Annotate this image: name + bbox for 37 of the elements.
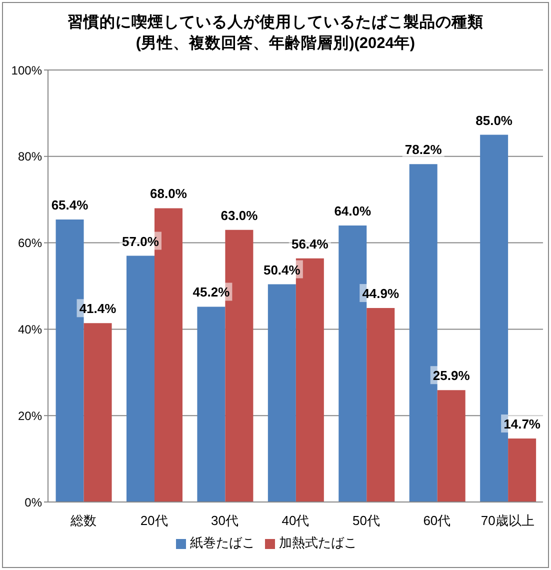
data-label: 65.4% bbox=[51, 197, 89, 212]
y-tick-label: 100% bbox=[11, 63, 42, 78]
data-label: 41.4% bbox=[79, 301, 117, 316]
bar bbox=[268, 284, 296, 502]
bar bbox=[437, 390, 466, 502]
data-label: 56.4% bbox=[291, 236, 329, 252]
data-label: 45.2% bbox=[192, 284, 230, 300]
bar bbox=[84, 323, 112, 502]
data-label: 78.2% bbox=[404, 142, 442, 158]
data-label: 68.0% bbox=[150, 186, 188, 202]
data-label: 14.7% bbox=[504, 416, 541, 432]
data-label: 64.0% bbox=[334, 204, 372, 219]
x-tick-label: 総数 bbox=[69, 513, 96, 528]
data-label: 57.0% bbox=[122, 234, 160, 249]
x-tick-label: 20代 bbox=[140, 513, 168, 528]
data-label: 85.0% bbox=[476, 112, 513, 128]
legend-label: 紙巻たばこ bbox=[190, 535, 255, 550]
bar bbox=[197, 306, 226, 502]
x-tick-label: 50代 bbox=[352, 513, 380, 528]
data-label: 63.0% bbox=[220, 208, 258, 223]
bar bbox=[126, 256, 154, 502]
y-tick-label: 80% bbox=[18, 150, 42, 164]
data-label: 44.9% bbox=[362, 286, 400, 302]
x-tick-label: 60代 bbox=[423, 513, 451, 528]
bar bbox=[508, 438, 536, 502]
y-tick-label: 0% bbox=[24, 495, 42, 510]
bar bbox=[366, 308, 395, 502]
y-tick-label: 20% bbox=[18, 408, 42, 423]
chart-title: 習慣的に喫煙している人が使用しているたばこ製品の種類 (男性、複数回答、年齢階層別)(2024年) bbox=[66, 13, 484, 54]
y-tick-label: 40% bbox=[18, 322, 42, 336]
x-tick-label: 40代 bbox=[282, 513, 310, 528]
data-label: 25.9% bbox=[432, 368, 470, 384]
data-label: 50.4% bbox=[263, 262, 301, 278]
x-tick-label: 30代 bbox=[211, 513, 239, 528]
legend-label: 加熱式たばこ bbox=[279, 535, 357, 550]
x-tick-label: 70歳以上 bbox=[480, 513, 534, 528]
y-tick-label: 60% bbox=[18, 236, 42, 250]
